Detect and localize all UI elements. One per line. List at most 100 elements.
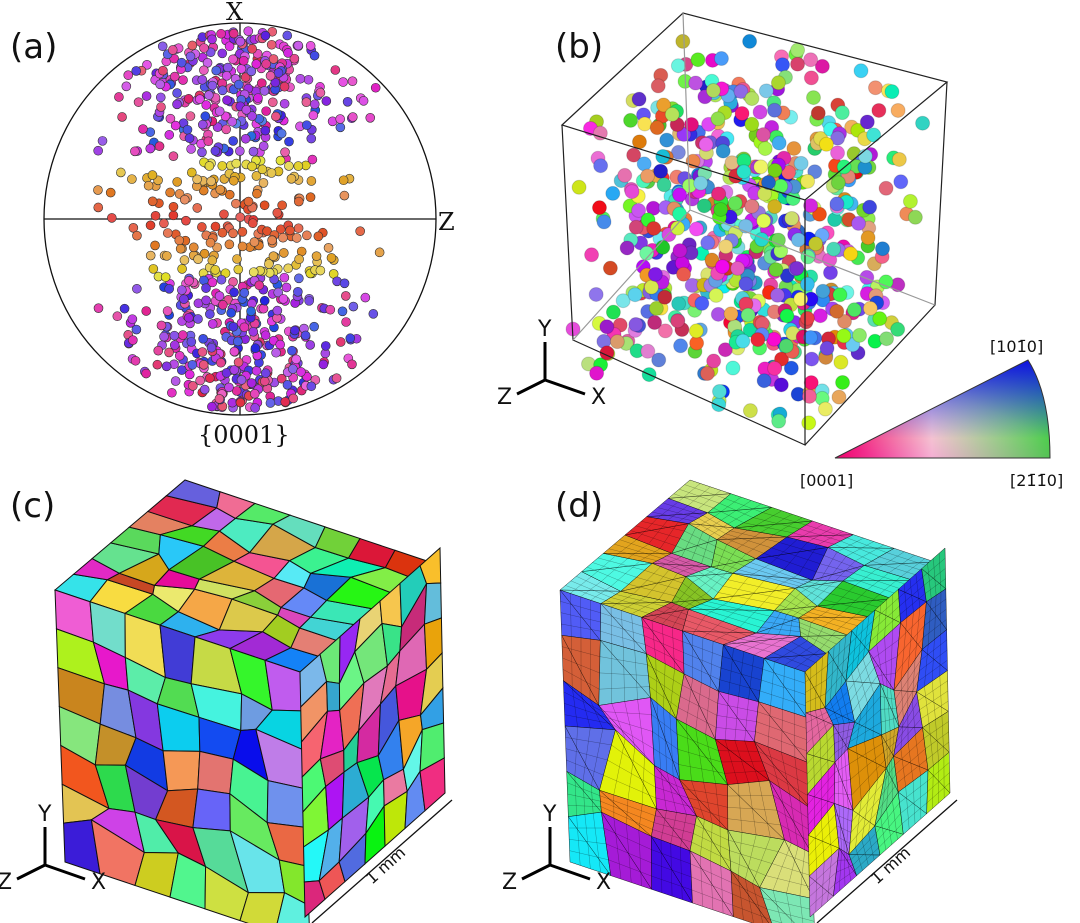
- pole-point: [93, 145, 103, 156]
- grain: [266, 780, 307, 828]
- pole-point: [185, 51, 196, 62]
- pole-point: [183, 94, 194, 104]
- mesh-line: [600, 594, 672, 615]
- mesh-line: [563, 680, 616, 731]
- pole-point: [347, 359, 357, 370]
- sphere: [599, 319, 615, 335]
- mesh-line: [898, 780, 928, 830]
- pole-point: [133, 97, 144, 107]
- mesh-line: [921, 558, 946, 599]
- mesh-line: [848, 840, 881, 866]
- mesh-line: [864, 555, 936, 574]
- mesh-line: [559, 576, 621, 601]
- pole-point: [170, 376, 181, 386]
- mesh-line: [581, 555, 653, 585]
- mesh-line: [922, 719, 950, 762]
- sphere: [810, 105, 826, 121]
- grain: [926, 751, 951, 815]
- pole-point: [215, 184, 226, 195]
- mesh-line: [755, 542, 828, 575]
- mesh-line: [754, 741, 811, 809]
- pole-point: [169, 330, 180, 341]
- mesh-line: [680, 673, 718, 740]
- mesh-line: [754, 741, 811, 809]
- pole-point: [302, 230, 312, 241]
- sphere: [736, 164, 752, 180]
- sphere: [639, 245, 655, 261]
- mesh-line: [924, 595, 947, 640]
- sphere: [784, 211, 800, 227]
- mesh-line: [786, 527, 854, 543]
- sphere: [735, 333, 751, 349]
- scale-bar: [816, 799, 958, 923]
- mesh-line: [650, 697, 680, 780]
- pole-point: [229, 365, 240, 375]
- sphere: [833, 354, 849, 370]
- sphere: [671, 296, 687, 312]
- mesh-line: [759, 887, 815, 923]
- pole-point: [338, 77, 348, 87]
- mesh-line: [688, 518, 735, 534]
- pole-point: [320, 341, 331, 351]
- pole-point: [167, 387, 177, 398]
- pole-point: [258, 303, 269, 314]
- pole-point: [360, 292, 371, 303]
- pole-point: [164, 130, 175, 140]
- mesh-line: [566, 771, 602, 815]
- pole-label: Z: [438, 208, 455, 236]
- pole-point: [233, 357, 244, 368]
- pole-point: [199, 384, 210, 395]
- pole-point: [266, 168, 277, 178]
- pole-point: [278, 232, 288, 243]
- sphere: [830, 130, 846, 146]
- mesh-line: [641, 617, 685, 675]
- sphere: [757, 141, 773, 157]
- pole-point: [214, 291, 225, 301]
- sphere: [805, 90, 821, 106]
- pole-point: [272, 207, 283, 218]
- pole-point: [293, 196, 304, 207]
- mesh-line: [620, 570, 686, 600]
- pole-point: [284, 136, 294, 147]
- pole-point: [271, 111, 281, 122]
- pole-point: [293, 40, 304, 51]
- pole-point: [176, 365, 187, 375]
- grain: [759, 887, 815, 923]
- mesh-line: [925, 598, 947, 645]
- pole-point: [301, 97, 312, 107]
- mesh-line: [808, 814, 840, 870]
- pole-point: [204, 90, 214, 100]
- mesh-line: [711, 549, 756, 571]
- sphere: [767, 162, 783, 178]
- panel-label: (b): [555, 27, 603, 67]
- sphere: [615, 293, 631, 309]
- pole-point: [303, 74, 314, 85]
- pole-point: [301, 120, 312, 130]
- mesh-line: [893, 659, 919, 718]
- sphere: [704, 252, 720, 268]
- pole-point: [130, 146, 140, 157]
- mesh-line: [926, 756, 951, 803]
- mesh-line: [834, 758, 854, 811]
- axis-label: Y: [537, 317, 552, 342]
- pole-point: [201, 283, 211, 293]
- sphere: [715, 143, 731, 159]
- sphere: [768, 262, 784, 278]
- mesh-line: [641, 617, 685, 675]
- pole-point: [315, 265, 326, 276]
- mesh-line: [755, 701, 809, 763]
- sphere: [617, 167, 633, 183]
- mesh-line: [707, 498, 772, 525]
- sphere: [670, 220, 686, 236]
- mesh-line: [715, 739, 770, 784]
- pole-point: [271, 347, 281, 358]
- mesh-line: [842, 568, 914, 595]
- mesh-line: [756, 612, 801, 634]
- sphere: [670, 58, 686, 74]
- pole-point: [97, 136, 108, 146]
- pole-point: [229, 346, 240, 357]
- sphere: [800, 173, 816, 189]
- pole-point: [339, 190, 350, 201]
- mesh-line: [798, 611, 871, 627]
- ipf-label: [0001]: [800, 471, 853, 490]
